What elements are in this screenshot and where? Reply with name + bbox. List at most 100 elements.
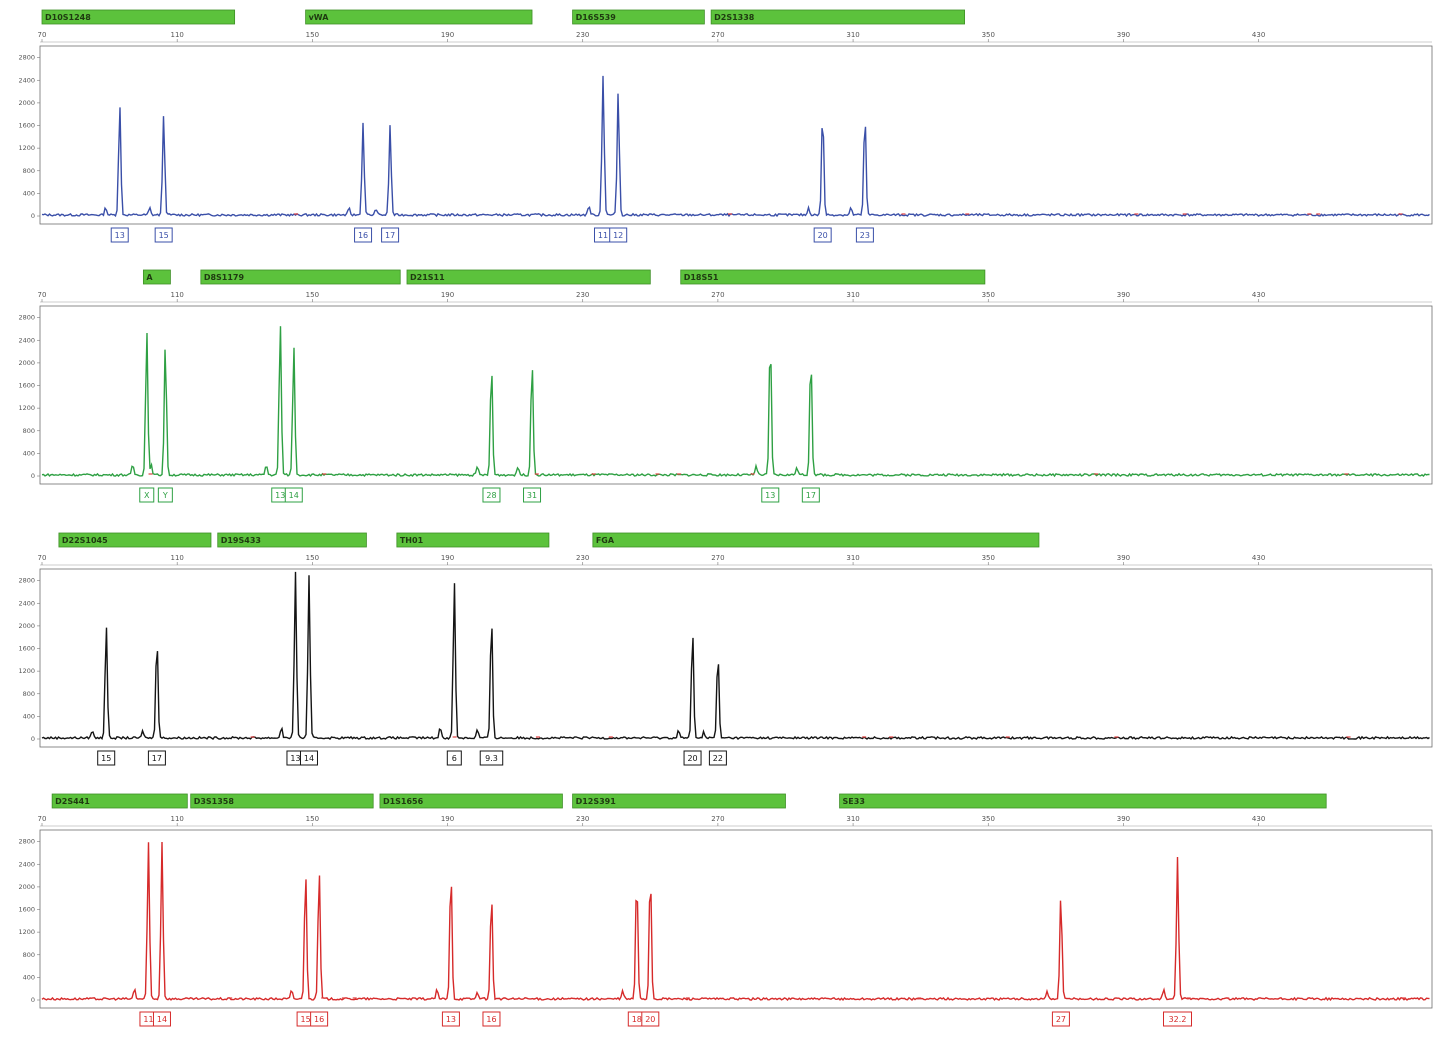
x-tick-label: 150 <box>306 291 319 299</box>
x-tick-label: 270 <box>711 554 724 562</box>
x-tick-label: 310 <box>846 554 859 562</box>
locus-bar <box>710 9 966 25</box>
allele-label: 13 <box>275 491 285 500</box>
allele-label: 28 <box>486 491 496 500</box>
y-tick-label: 2400 <box>18 599 35 607</box>
y-tick-label: 400 <box>23 973 35 981</box>
allele-box <box>641 1011 660 1027</box>
allele-label: 6 <box>452 754 457 763</box>
locus-bar <box>190 793 374 809</box>
x-tick-label: 390 <box>1117 554 1130 562</box>
allele-box <box>446 750 462 766</box>
x-tick-label: 110 <box>170 554 183 562</box>
allele-label: 32.2 <box>1169 1015 1187 1024</box>
locus-bar <box>379 793 563 809</box>
trace-red <box>41 841 1430 1002</box>
x-tick-label: 110 <box>170 291 183 299</box>
x-tick-label: 230 <box>576 291 589 299</box>
locus-label: D2S1338 <box>714 13 755 22</box>
allele-label: 16 <box>314 1015 324 1024</box>
x-tick-label: 310 <box>846 815 859 823</box>
allele-box <box>139 487 155 503</box>
x-tick-label: 310 <box>846 291 859 299</box>
allele-label: 27 <box>1056 1015 1066 1024</box>
y-tick-label: 0 <box>31 996 35 1004</box>
y-tick-label: 400 <box>23 449 35 457</box>
allele-box <box>147 750 166 766</box>
allele-label: 23 <box>860 231 870 240</box>
locus-label: D1S1656 <box>383 797 424 806</box>
y-tick-label: 1600 <box>18 122 35 130</box>
x-tick-label: 110 <box>170 31 183 39</box>
allele-label: 17 <box>385 231 395 240</box>
allele-label: 16 <box>358 231 368 240</box>
x-tick-label: 150 <box>306 815 319 823</box>
allele-box <box>683 750 702 766</box>
allele-label: 18 <box>632 1015 642 1024</box>
allele-box <box>284 487 303 503</box>
x-tick-label: 110 <box>170 815 183 823</box>
x-tick-label: 310 <box>846 31 859 39</box>
allele-box <box>381 227 400 243</box>
allele-box <box>97 750 116 766</box>
allele-label: 13 <box>115 231 125 240</box>
x-tick-label: 70 <box>38 554 47 562</box>
allele-box <box>441 1011 460 1027</box>
x-tick-label: 350 <box>982 31 995 39</box>
allele-label: 13 <box>765 491 775 500</box>
locus-bar <box>51 793 188 809</box>
allele-box <box>354 227 373 243</box>
allele-box <box>609 227 628 243</box>
allele-box <box>761 487 780 503</box>
x-tick-label: 270 <box>711 291 724 299</box>
allele-box <box>482 487 501 503</box>
allele-label: 17 <box>152 754 162 763</box>
locus-label: D10S1248 <box>45 13 91 22</box>
allele-box <box>523 487 542 503</box>
locus-label: vWA <box>309 13 330 22</box>
trace-blue <box>41 75 1430 218</box>
x-tick-label: 230 <box>576 31 589 39</box>
allele-label: 15 <box>301 1015 311 1024</box>
allele-box <box>801 487 820 503</box>
allele-box <box>157 487 173 503</box>
y-tick-label: 1600 <box>18 906 35 914</box>
x-tick-label: 390 <box>1117 815 1130 823</box>
allele-label: 20 <box>818 231 828 240</box>
y-tick-label: 1200 <box>18 404 35 412</box>
locus-label: SE33 <box>843 797 865 806</box>
locus-label: D18S51 <box>684 273 719 282</box>
x-tick-label: 70 <box>38 291 47 299</box>
plot-frame <box>39 45 1433 225</box>
y-tick-label: 2800 <box>18 577 35 585</box>
locus-bar <box>142 269 171 285</box>
x-tick-label: 430 <box>1252 291 1265 299</box>
locus-bar <box>217 532 367 548</box>
x-tick-label: 390 <box>1117 291 1130 299</box>
locus-label: D21S11 <box>410 273 445 282</box>
x-tick-label: 70 <box>38 815 47 823</box>
y-tick-label: 2800 <box>18 54 35 62</box>
y-tick-label: 2800 <box>18 314 35 322</box>
x-tick-label: 190 <box>441 291 454 299</box>
plot-frame <box>39 305 1433 485</box>
x-tick-label: 230 <box>576 815 589 823</box>
allele-label: 20 <box>687 754 697 763</box>
x-tick-label: 190 <box>441 31 454 39</box>
x-tick-label: 270 <box>711 815 724 823</box>
x-tick-label: 190 <box>441 815 454 823</box>
allele-label: 14 <box>304 754 314 763</box>
y-tick-label: 2400 <box>18 336 35 344</box>
allele-label: 31 <box>527 491 537 500</box>
locus-bar <box>406 269 651 285</box>
y-tick-label: 0 <box>31 212 35 220</box>
allele-box <box>299 750 318 766</box>
y-tick-label: 800 <box>23 951 35 959</box>
y-tick-label: 1200 <box>18 928 35 936</box>
locus-bar <box>41 9 236 25</box>
y-tick-label: 1600 <box>18 645 35 653</box>
x-tick-label: 270 <box>711 31 724 39</box>
allele-box <box>479 750 504 766</box>
